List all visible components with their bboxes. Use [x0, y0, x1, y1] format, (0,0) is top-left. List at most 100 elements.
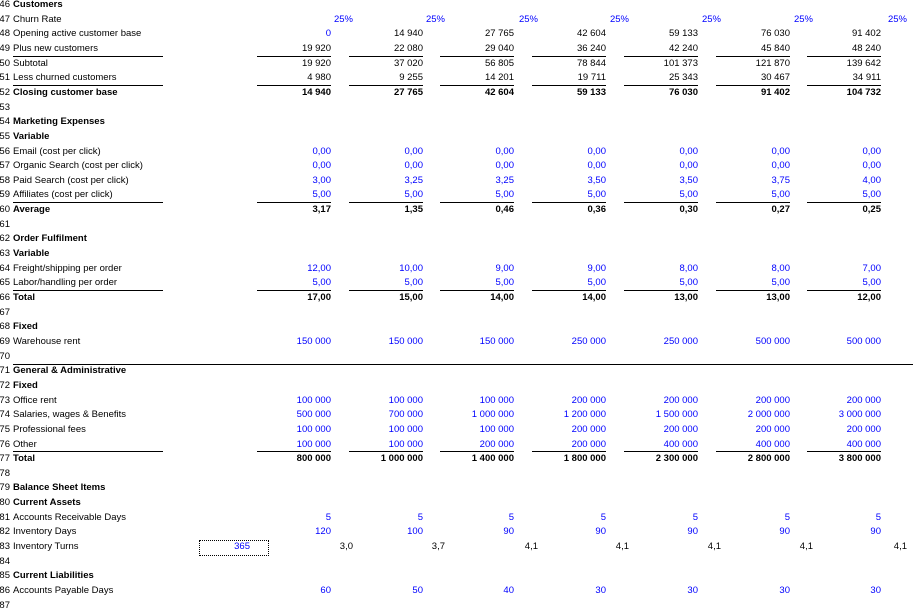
value-cell[interactable]: 5,00 — [495, 277, 515, 289]
value-cell[interactable]: 250 000 — [571, 335, 606, 347]
value-cell[interactable]: 13,00 — [674, 292, 698, 303]
value-cell[interactable]: 30 — [779, 585, 790, 596]
row-number[interactable]: 69 — [0, 335, 10, 347]
value-cell[interactable]: 5,00 — [679, 189, 699, 201]
row-label[interactable]: Current Liabilities — [13, 570, 94, 582]
value-cell[interactable]: 100 000 — [388, 438, 423, 450]
row-number[interactable]: 81 — [0, 511, 10, 523]
row-label[interactable]: Less churned customers — [13, 72, 117, 84]
value-cell[interactable]: 90 — [870, 526, 881, 538]
sheet-row[interactable]: 76 Other 100 000 100 000 200 000 200 000 400 0… — [0, 438, 913, 453]
row-number[interactable]: 47 — [0, 13, 10, 25]
sheet-row[interactable]: 55 Variable — [0, 130, 913, 145]
sheet-row[interactable]: 68 Fixed — [0, 320, 913, 335]
row-number[interactable]: 79 — [0, 482, 10, 494]
value-cell[interactable]: 25% — [793, 13, 813, 25]
value-cell[interactable]: 27 765 — [484, 28, 514, 40]
sheet-row[interactable]: 47 Churn Rate 25% 25% 25% 25% 25% 25% 25% — [0, 13, 913, 28]
value-cell[interactable]: 0,00 — [679, 145, 699, 157]
value-cell[interactable]: 19 711 — [577, 72, 606, 84]
value-cell[interactable]: 1 000 000 — [380, 453, 423, 465]
row-number[interactable]: 54 — [0, 116, 10, 128]
sheet-row[interactable]: 87 — [0, 599, 913, 614]
selected-cell[interactable]: 365 — [199, 540, 269, 556]
value-cell[interactable]: 200 000 — [663, 423, 698, 435]
value-cell[interactable]: 3,0 — [339, 541, 353, 553]
row-label[interactable]: Warehouse rent — [13, 335, 81, 347]
row-number[interactable]: 86 — [0, 585, 10, 596]
sheet-row[interactable]: 56 Email (cost per click) 0,00 0,00 0,00 0,00… — [0, 145, 913, 160]
value-cell[interactable]: 150 000 — [479, 335, 514, 347]
value-cell[interactable]: 3,00 — [312, 174, 332, 186]
value-cell[interactable]: 0,00 — [312, 145, 332, 157]
value-cell[interactable]: 15,00 — [399, 292, 423, 303]
value-cell[interactable]: 250 000 — [663, 335, 698, 347]
sheet-row[interactable]: 81 Accounts Receivable Days 5 5 5 5 5 5 5 — [0, 511, 913, 526]
value-cell[interactable]: 25% — [518, 13, 538, 25]
row-label[interactable]: Plus new customers — [13, 42, 99, 54]
value-cell[interactable]: 120 — [315, 526, 331, 538]
row-label[interactable]: Average — [13, 204, 51, 216]
value-cell[interactable]: 90 — [779, 526, 790, 538]
value-cell[interactable]: 29 040 — [484, 42, 514, 54]
sheet-row[interactable]: 51 Less churned customers 4 980 9 255 14 201… — [0, 71, 913, 86]
value-cell[interactable]: 91 402 — [760, 86, 790, 98]
value-cell[interactable]: 30 — [870, 585, 881, 596]
value-cell[interactable]: 42 604 — [484, 86, 514, 98]
value-cell[interactable]: 25% — [887, 13, 907, 25]
value-cell[interactable]: 0,00 — [679, 160, 699, 172]
value-cell[interactable]: 200 000 — [571, 394, 606, 406]
value-cell[interactable]: 0,00 — [404, 160, 424, 172]
value-cell[interactable]: 104 732 — [846, 86, 881, 98]
row-label[interactable]: Salaries, wages & Benefits — [13, 409, 127, 421]
value-cell[interactable]: 500 000 — [296, 409, 331, 421]
row-label[interactable]: Variable — [13, 130, 50, 142]
value-cell[interactable]: 3 800 000 — [838, 453, 881, 465]
row-label[interactable]: Office rent — [13, 394, 57, 406]
value-cell[interactable]: 1 400 000 — [471, 453, 514, 465]
value-cell[interactable]: 13,00 — [766, 292, 790, 303]
row-number[interactable]: 82 — [0, 526, 10, 538]
value-cell[interactable]: 5 — [508, 511, 514, 523]
sheet-row[interactable]: 78 — [0, 467, 913, 482]
sheet-row[interactable]: 48 Opening active customer base 0 14 940 27 … — [0, 27, 913, 42]
value-cell[interactable]: 200 000 — [571, 423, 606, 435]
value-cell[interactable]: 50 — [412, 585, 423, 596]
value-cell[interactable]: 100 000 — [296, 423, 331, 435]
value-cell[interactable]: 59 133 — [668, 28, 698, 40]
sheet-row[interactable]: 71 General & Administrative — [0, 364, 913, 379]
row-label[interactable]: Fixed — [13, 379, 38, 391]
row-number[interactable]: 68 — [0, 321, 10, 333]
sheet-row[interactable]: 67 — [0, 306, 913, 321]
value-cell[interactable]: 400 000 — [846, 438, 881, 450]
value-cell[interactable]: 5,00 — [404, 277, 424, 289]
row-number[interactable]: 80 — [0, 497, 10, 509]
value-cell[interactable]: 5,00 — [679, 277, 699, 289]
value-cell[interactable]: 500 000 — [846, 335, 881, 347]
row-label[interactable]: Accounts Receivable Days — [13, 511, 126, 523]
value-cell[interactable]: 0,00 — [862, 145, 882, 157]
row-label[interactable]: Total — [13, 453, 35, 465]
value-cell[interactable]: 37 020 — [393, 57, 423, 69]
sheet-row[interactable]: 79 Balance Sheet Items — [0, 481, 913, 496]
sheet-row[interactable]: 52 Closing customer base 14 940 27 765 42 60… — [0, 86, 913, 101]
value-cell[interactable]: 9,00 — [495, 262, 515, 274]
value-cell[interactable]: 4,1 — [893, 541, 907, 553]
value-cell[interactable]: 0,00 — [771, 160, 791, 172]
sheet-row[interactable]: 74 Salaries, wages & Benefits 500 000 700 0… — [0, 408, 913, 423]
value-cell[interactable]: 91 402 — [851, 28, 881, 40]
value-cell[interactable]: 4,1 — [524, 541, 538, 553]
value-cell[interactable]: 800 000 — [296, 453, 331, 465]
value-cell[interactable]: 0,00 — [771, 145, 791, 157]
value-cell[interactable]: 0,00 — [404, 145, 424, 157]
value-cell[interactable]: 14,00 — [490, 292, 514, 303]
value-cell[interactable]: 90 — [503, 526, 514, 538]
value-cell[interactable]: 40 — [503, 585, 514, 596]
value-cell[interactable]: 60 — [320, 585, 331, 596]
value-cell[interactable]: 100 000 — [479, 423, 514, 435]
row-label[interactable]: Email (cost per click) — [13, 145, 101, 157]
value-cell[interactable]: 14,00 — [582, 292, 606, 303]
value-cell[interactable]: 9 255 — [399, 72, 423, 84]
row-number[interactable]: 84 — [0, 555, 10, 567]
row-number[interactable]: 63 — [0, 248, 10, 260]
